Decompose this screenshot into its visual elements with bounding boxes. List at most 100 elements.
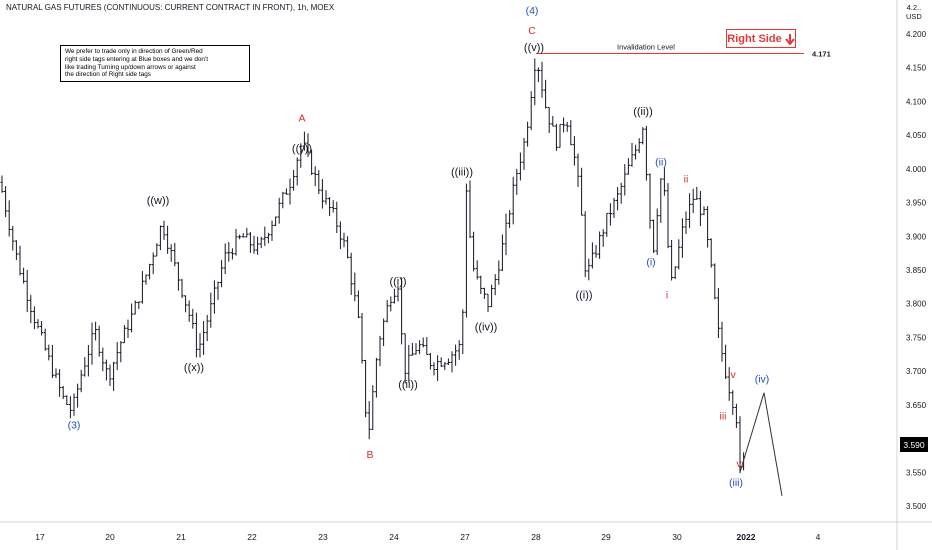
ohlc-bar	[270, 220, 274, 241]
projection-path	[739, 392, 783, 496]
ohlc-bar	[122, 325, 126, 344]
ohlc-bar	[306, 133, 310, 158]
ohlc-bar	[166, 225, 170, 254]
ohlc-bar	[601, 229, 605, 247]
ohlc-bar	[446, 358, 450, 366]
ohlc-bar	[292, 170, 296, 191]
note-line: the direction of Right side tags	[65, 71, 151, 79]
y-tick-label: 4.100	[906, 97, 927, 106]
y-tick-label: 4.000	[906, 165, 927, 174]
ohlc-bar	[392, 288, 396, 304]
ohlc-bar	[79, 369, 83, 393]
ohlc-bar	[220, 260, 224, 288]
ohlc-bar	[76, 383, 80, 408]
ohlc-bar	[418, 340, 422, 355]
ohlc-bar	[108, 364, 112, 387]
ohlc-bar	[688, 193, 692, 229]
ohlc-bar	[522, 137, 526, 170]
ohlc-bar	[540, 61, 544, 98]
ohlc-bar	[50, 344, 54, 379]
ohlc-bar	[202, 320, 206, 355]
ohlc-bar	[25, 269, 29, 313]
ohlc-bar	[155, 243, 159, 257]
ohlc-bar	[43, 328, 47, 351]
ohlc-bar	[137, 301, 141, 309]
ohlc-bar	[583, 211, 587, 278]
wave-label: (ii)	[655, 156, 667, 168]
ohlc-bar	[302, 131, 306, 151]
ohlc-bar	[526, 121, 530, 147]
wave-label: C	[528, 25, 536, 37]
ohlc-bar	[101, 347, 105, 372]
ohlc-bar	[274, 216, 278, 227]
ohlc-bar	[396, 285, 400, 302]
ohlc-bar	[479, 275, 483, 295]
ohlc-bar	[205, 314, 209, 342]
x-tick-label: 20	[105, 532, 115, 542]
ohlc-bar	[652, 219, 656, 253]
ohlc-bar	[331, 200, 335, 213]
ohlc-bar	[641, 127, 645, 145]
ohlc-bar	[518, 152, 522, 181]
ohlc-bar	[130, 303, 134, 333]
wave-label: ((y))	[292, 143, 312, 155]
ohlc-bar	[716, 288, 720, 339]
ohlc-bar	[724, 344, 728, 379]
ohlc-bar	[691, 188, 695, 214]
ohlc-bar	[378, 335, 382, 367]
ohlc-bar	[371, 385, 375, 430]
ohlc-bar	[112, 361, 116, 391]
ohlc-bar	[209, 292, 213, 328]
ohlc-bar	[126, 319, 130, 339]
ohlc-bar	[86, 345, 90, 377]
ohlc-bar	[90, 322, 94, 365]
ohlc-bar	[176, 262, 180, 291]
y-tick-label: 4.200	[906, 30, 927, 39]
ohlc-bar	[414, 343, 418, 355]
ohlc-bar	[551, 115, 555, 127]
ohlc-bar	[695, 186, 699, 200]
strategy-note: We prefer to trade only in direction of …	[60, 45, 250, 83]
wave-label: (iii)	[729, 477, 743, 489]
last-price-tag: 3.590	[900, 437, 928, 452]
invalidation-label: Invalidation Level	[617, 43, 675, 52]
ohlc-bar	[536, 67, 540, 83]
ohlc-bar	[673, 266, 677, 280]
ohlc-bar	[11, 225, 15, 251]
ohlc-bar	[677, 239, 681, 270]
ohlc-bar	[547, 106, 551, 133]
ohlc-bar	[648, 173, 652, 229]
wave-label: (4)	[526, 5, 539, 17]
ohlc-bar	[385, 299, 389, 323]
wave-label: ((iii))	[451, 167, 473, 179]
ohlc-bar	[580, 167, 584, 216]
ohlc-bar	[626, 158, 630, 175]
ohlc-bar	[457, 340, 461, 360]
ohlc-bar	[443, 362, 447, 371]
ohlc-bar	[637, 138, 641, 154]
right-side-tag: Right Side	[726, 29, 796, 48]
y-tick-label: 3.950	[906, 199, 927, 208]
wave-label: ((ii))	[398, 379, 418, 391]
wave-label: ((ii))	[633, 106, 653, 118]
invalidation-level: Invalidation Level 4.171	[536, 43, 831, 59]
ohlc-bar	[317, 170, 321, 195]
ohlc-bar	[324, 190, 328, 205]
ohlc-bar	[284, 188, 288, 195]
ohlc-bar	[187, 300, 191, 322]
wave-label: iii	[720, 411, 727, 423]
ohlc-bar	[227, 242, 231, 262]
ohlc-bar	[475, 260, 479, 280]
wave-label: ((w))	[147, 195, 170, 207]
ohlc-bar	[133, 300, 137, 315]
ohlc-bar	[569, 120, 573, 146]
ohlc-bar	[616, 187, 620, 211]
ohlc-bar	[666, 183, 670, 249]
ohlc-bar	[410, 342, 414, 356]
ohlc-bar	[216, 281, 220, 300]
ohlc-bar	[562, 117, 566, 133]
ohlc-bar	[598, 231, 602, 259]
x-tick-label: 4	[816, 532, 821, 542]
ohlc-bar	[400, 277, 404, 345]
